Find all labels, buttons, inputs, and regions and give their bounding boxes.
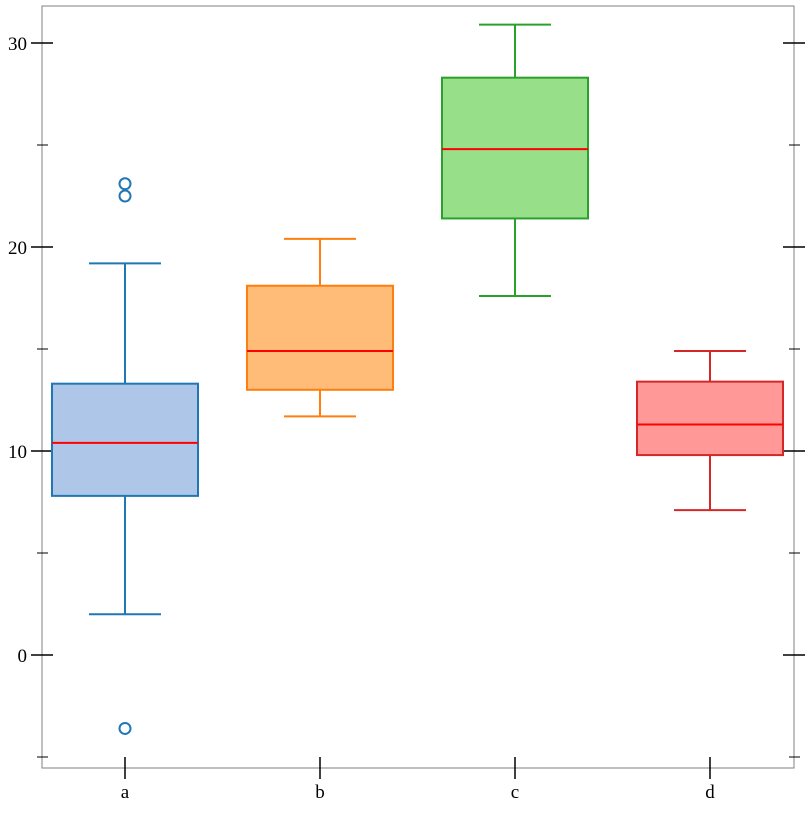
y-tick-label: 30 (8, 34, 27, 55)
box-d (636, 350, 784, 512)
box-c (441, 23, 589, 297)
x-tick-label-b: b (315, 782, 325, 803)
iqr-box (441, 76, 589, 220)
y-axis-right (783, 42, 805, 758)
box-b (246, 237, 394, 418)
iqr-box (51, 382, 199, 497)
outlier-point (118, 189, 132, 203)
outlier-point (118, 721, 132, 735)
iqr-box (246, 284, 394, 391)
boxes-group (51, 23, 784, 735)
x-axis: a b c d (121, 757, 715, 803)
x-tick-label-c: c (511, 782, 519, 803)
x-tick-label-a: a (121, 782, 130, 803)
y-axis-left: 0 10 20 30 (8, 34, 53, 758)
y-tick-label: 10 (8, 442, 27, 463)
y-tick-label: 0 (18, 646, 28, 667)
outlier-point (118, 177, 132, 191)
x-tick-label-d: d (705, 782, 715, 803)
y-tick-label: 20 (8, 238, 27, 259)
plot-frame (41, 5, 795, 769)
box-a (51, 177, 199, 735)
iqr-box (636, 380, 784, 457)
